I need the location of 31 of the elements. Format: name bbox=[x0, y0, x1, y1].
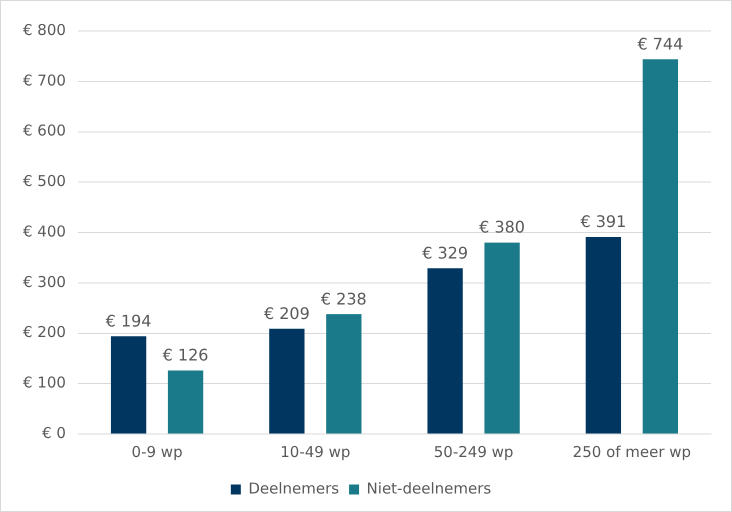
data-label: € 126 bbox=[162, 346, 208, 365]
bar bbox=[484, 242, 520, 434]
legend-label: Deelnemers bbox=[248, 479, 340, 498]
x-tick-label: 10-49 wp bbox=[280, 442, 350, 461]
y-tick-label: € 200 bbox=[22, 323, 66, 342]
bar bbox=[586, 237, 622, 434]
bar bbox=[427, 268, 463, 434]
data-label: € 238 bbox=[320, 289, 367, 308]
y-tick-label: € 600 bbox=[22, 122, 66, 140]
y-tick-label: € 700 bbox=[22, 71, 66, 90]
data-label: € 391 bbox=[580, 212, 626, 232]
legend-label: Niet-deelnemers bbox=[366, 479, 492, 498]
y-tick-label: € 800 bbox=[22, 20, 66, 39]
data-label: € 380 bbox=[479, 218, 525, 237]
bar bbox=[168, 370, 204, 434]
y-tick-label: € 300 bbox=[22, 272, 66, 291]
y-tick-label: € 400 bbox=[22, 222, 66, 240]
bar bbox=[642, 59, 678, 434]
x-tick-label: 50-249 wp bbox=[434, 442, 514, 461]
bar bbox=[110, 336, 146, 434]
y-tick-label: € 500 bbox=[22, 172, 66, 190]
data-label: € 194 bbox=[106, 311, 152, 330]
data-label: € 209 bbox=[264, 304, 310, 323]
data-label: € 744 bbox=[637, 34, 684, 54]
y-tick-label: € 0 bbox=[42, 424, 66, 442]
y-tick-label: € 100 bbox=[22, 374, 66, 392]
bar bbox=[326, 314, 362, 434]
data-label: € 329 bbox=[422, 243, 468, 262]
x-tick-label: 250 of meer wp bbox=[572, 442, 692, 461]
x-tick-label: 0-9 wp bbox=[132, 442, 183, 461]
bar bbox=[269, 328, 305, 434]
